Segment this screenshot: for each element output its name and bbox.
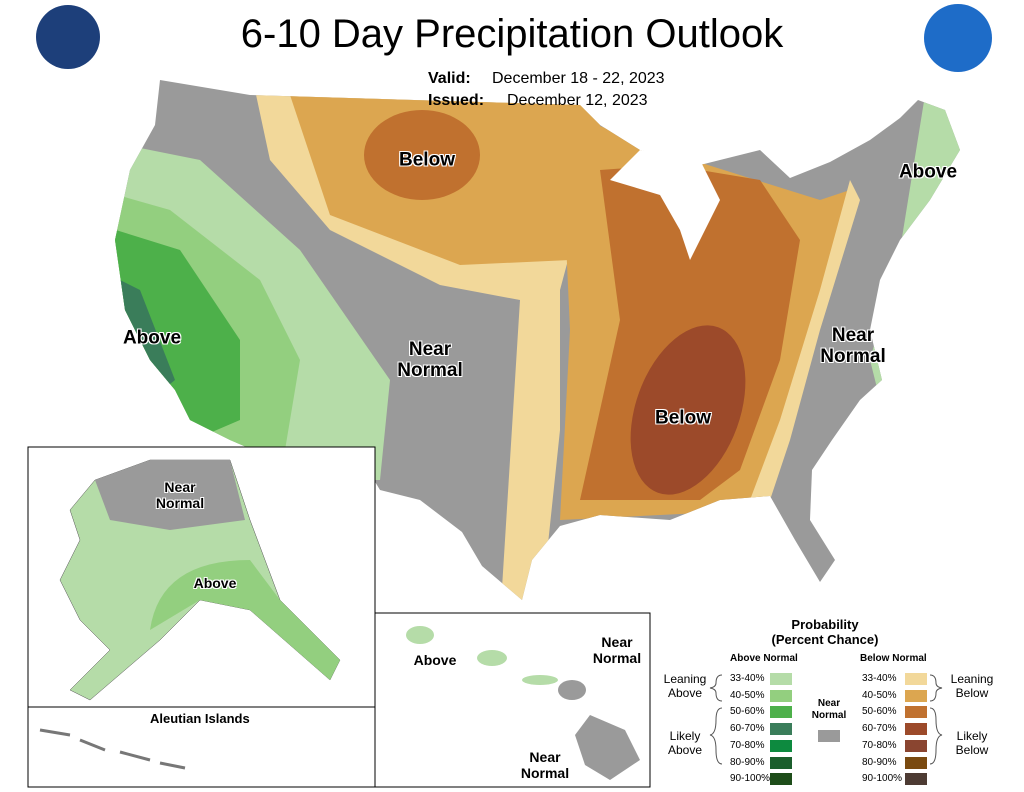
commerce-seal bbox=[36, 5, 100, 69]
below-range: 50-60% bbox=[862, 706, 897, 717]
map-label: Near Normal bbox=[155, 479, 205, 511]
map-label: Near Normal bbox=[520, 749, 570, 781]
below-swatch bbox=[905, 740, 927, 752]
alaska-near-normal bbox=[95, 460, 245, 530]
map-label: Near Normal bbox=[397, 339, 463, 381]
oahu bbox=[477, 650, 507, 666]
below-header: Below Normal bbox=[860, 653, 927, 664]
below-range: 33-40% bbox=[862, 673, 897, 684]
above-swatch bbox=[770, 723, 792, 735]
above-swatch bbox=[770, 740, 792, 752]
aleutian-inset bbox=[27, 706, 376, 788]
molokai bbox=[522, 675, 558, 685]
map-label: Near Normal bbox=[820, 325, 886, 367]
near-normal-label: Near Normal bbox=[811, 698, 847, 721]
legend-title: Probability (Percent Chance) bbox=[760, 617, 890, 647]
above-range: 70-80% bbox=[730, 740, 765, 751]
maui bbox=[558, 680, 586, 700]
map-label: Above bbox=[122, 327, 182, 349]
below-range: 70-80% bbox=[862, 740, 897, 751]
above-swatch bbox=[770, 773, 792, 785]
above-header: Above Normal bbox=[730, 653, 798, 664]
below-swatch bbox=[905, 673, 927, 685]
legend-subtitle: (Percent Chance) bbox=[771, 632, 879, 647]
above-range: 33-40% bbox=[730, 673, 765, 684]
near-normal-swatch bbox=[818, 730, 840, 742]
below-range: 90-100% bbox=[862, 773, 903, 784]
map-label: Above bbox=[413, 652, 457, 668]
below-swatch bbox=[905, 690, 927, 702]
leaning-above: Leaning Above bbox=[663, 672, 707, 700]
map-label: Near Normal bbox=[592, 634, 642, 666]
legend-braces bbox=[709, 674, 943, 765]
above-range: 60-70% bbox=[730, 723, 765, 734]
above-range: 90-100% bbox=[730, 773, 771, 784]
below-range: 80-90% bbox=[862, 757, 897, 768]
above-range: 40-50% bbox=[730, 690, 765, 701]
great-lakes bbox=[610, 150, 720, 260]
above-swatch bbox=[770, 690, 792, 702]
alaska-above bbox=[150, 560, 340, 680]
above-swatch bbox=[770, 706, 792, 718]
map-label: Above bbox=[193, 575, 237, 591]
issued-date: December 12, 2023 bbox=[507, 92, 648, 109]
valid-label: Valid: bbox=[428, 70, 471, 87]
title: 6-10 Day Precipitation Outlook bbox=[240, 12, 784, 56]
aleutian-label: Aleutian Islands bbox=[150, 711, 250, 726]
leaning-below: Leaning Below bbox=[950, 672, 994, 700]
above-range: 80-90% bbox=[730, 757, 765, 768]
big-island bbox=[575, 715, 640, 780]
kauai bbox=[406, 626, 434, 644]
likely-below: Likely Below bbox=[955, 729, 989, 757]
below-swatch bbox=[905, 723, 927, 735]
below-swatch bbox=[905, 757, 927, 769]
below-range: 60-70% bbox=[862, 723, 897, 734]
above-range: 50-60% bbox=[730, 706, 765, 717]
above-swatch bbox=[770, 757, 792, 769]
below-range: 40-50% bbox=[862, 690, 897, 701]
map-label: Below bbox=[655, 407, 711, 429]
below-swatch bbox=[905, 773, 927, 785]
below-swatch bbox=[905, 706, 927, 718]
above-swatch bbox=[770, 673, 792, 685]
aleutian-islands bbox=[39, 728, 186, 770]
noaa-logo bbox=[924, 4, 992, 72]
legend-title-text: Probability bbox=[791, 617, 859, 632]
likely-above: Likely Above bbox=[667, 729, 703, 757]
issued-label: Issued: bbox=[428, 92, 485, 109]
map-label: Below bbox=[399, 149, 455, 171]
map-label: Above bbox=[898, 161, 958, 183]
valid-dates: December 18 - 22, 2023 bbox=[492, 70, 665, 87]
